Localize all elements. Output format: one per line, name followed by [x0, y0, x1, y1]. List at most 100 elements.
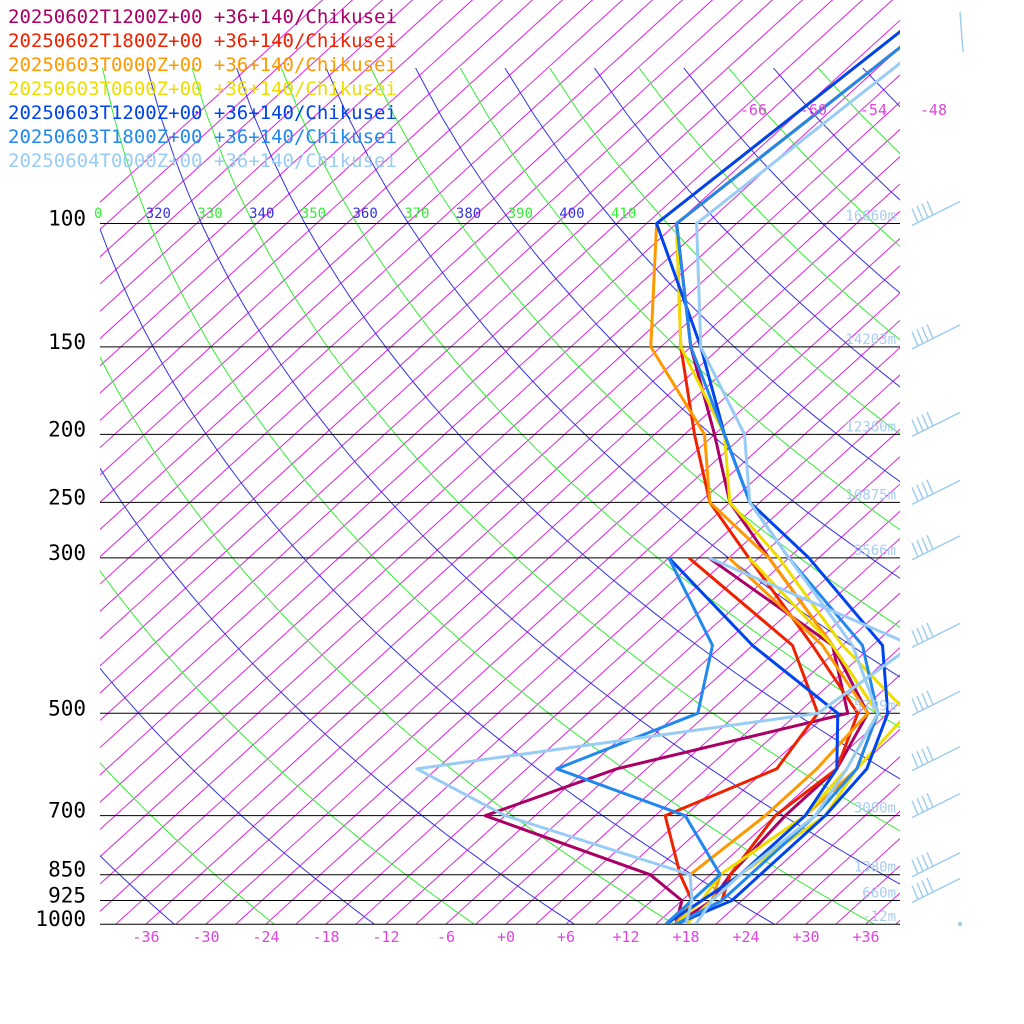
isentrope-line [100, 569, 475, 924]
isotherm-line [956, 0, 1024, 924]
upper-temperature-label: -48 [920, 101, 947, 119]
theta-label: 350 [301, 206, 326, 222]
wind-barb [911, 479, 961, 505]
legend: 20250602T1200Z+00 +36+140/Chikusei 202506… [8, 6, 397, 172]
theta-label: 340 [249, 206, 274, 222]
isotherm-line [655, 701, 900, 924]
isotherm-line [595, 646, 900, 924]
temperature-tick-label: -36 [132, 928, 159, 946]
isentrope-line [459, 67, 900, 531]
isentrope-line [280, 67, 900, 729]
dewpoint-line [483, 556, 850, 924]
temperature-tick-label: +12 [612, 928, 639, 946]
dewpoint-line [663, 556, 820, 924]
temperature-line [694, 61, 900, 924]
wind-barb [911, 200, 961, 227]
isotherm-line [895, 919, 900, 924]
legend-entry: 20250603T0000Z+00 +36+140/Chikusei [8, 54, 397, 76]
temperature-tick-label: +6 [557, 928, 575, 946]
isotherm-line [325, 401, 900, 924]
isotherm-line [625, 674, 900, 924]
isentrope-line [191, 67, 900, 832]
isotherm-line [535, 592, 900, 924]
theta-label: 370 [404, 206, 429, 222]
legend-entry: 20250604T0000Z+00 +36+140/Chikusei [8, 150, 397, 172]
pressure-label: 300 [48, 541, 86, 565]
height-label: -12m [862, 909, 896, 925]
isotherm-line [926, 0, 1024, 924]
pressure-label: 150 [48, 330, 86, 354]
axis-labels: 100 16660m 150 14203m 200 12360m 250 10875m 300 9… [35, 101, 947, 946]
wind-barb [959, 11, 964, 53]
theta-label: 360 [353, 206, 378, 222]
height-label: 1380m [854, 860, 896, 876]
height-label: 660m [862, 885, 896, 901]
theta-label: 390 [508, 206, 533, 222]
upper-temperature-label: -66 [740, 101, 767, 119]
isotherm-line [445, 510, 900, 924]
isotherm-line [385, 456, 900, 924]
isotherm-line [565, 619, 900, 924]
isotherm-line [100, 0, 324, 203]
isentrope-line [370, 67, 900, 628]
isotherm-line [100, 0, 564, 422]
pressure-label: 700 [48, 799, 86, 823]
legend-entry: 20250602T1200Z+00 +36+140/Chikusei [8, 6, 397, 28]
isentrope-line [325, 67, 900, 678]
isotherm-line [355, 428, 900, 924]
isotherm-line [100, 0, 474, 340]
pressure-label: 925 [48, 883, 86, 907]
isentrope-line [415, 67, 900, 579]
temperature-line [675, 45, 900, 924]
legend-entry: 20250603T0600Z+00 +36+140/Chikusei [8, 78, 397, 100]
height-label: 14203m [845, 332, 896, 348]
temperature-tick-label: -24 [252, 928, 279, 946]
dewpoint-line [415, 556, 900, 924]
pressure-label: 1000 [35, 907, 86, 931]
theta-label: 400 [559, 206, 584, 222]
wind-barb [911, 622, 961, 648]
wind-barb [911, 535, 961, 561]
isentrope-line [100, 855, 175, 924]
isotherm-line [475, 537, 900, 924]
temperature-tick-label: -12 [372, 928, 399, 946]
height-label: 3000m [854, 801, 896, 817]
wind-barbs [911, 11, 964, 926]
pressure-label: 850 [48, 858, 86, 882]
dewpoint-line [555, 557, 722, 924]
isentrope-line [100, 227, 775, 924]
isotherm-line [100, 0, 384, 258]
isentrope-line [100, 762, 275, 924]
wind-barb [911, 324, 961, 350]
calm-wind-marker [958, 922, 962, 926]
legend-entry: 20250603T1800Z+00 +36+140/Chikusei [8, 126, 397, 148]
temperature-tick-label: -6 [437, 928, 455, 946]
isotherm-line [100, 0, 534, 394]
isotherm-line [100, 0, 354, 231]
wind-barb [911, 851, 961, 878]
height-label: 9566m [854, 543, 896, 559]
temperature-tick-label: -18 [312, 928, 339, 946]
temperature-tick-label: +30 [792, 928, 819, 946]
wind-barb [911, 792, 961, 819]
isentrope-line [100, 467, 575, 924]
wind-barb [911, 877, 961, 904]
theta-label: 380 [456, 206, 481, 222]
pressure-label: 500 [48, 696, 86, 720]
isentrope-line [504, 67, 900, 483]
sounding-series [415, 29, 900, 924]
theta-label: 330 [197, 206, 222, 222]
isentrope-line [100, 355, 675, 924]
pressure-label: 200 [48, 417, 86, 441]
temperature-tick-label: +36 [852, 928, 879, 946]
height-label: 12360m [845, 419, 896, 435]
wind-barb [911, 745, 961, 772]
pressure-label: 100 [48, 207, 86, 231]
isotherm-line [100, 0, 504, 367]
pressure-label: 250 [48, 485, 86, 509]
isentrope-line [100, 667, 375, 924]
wind-barb [911, 411, 961, 438]
dewpoint-line [674, 556, 880, 924]
isentrope-line [102, 67, 875, 924]
